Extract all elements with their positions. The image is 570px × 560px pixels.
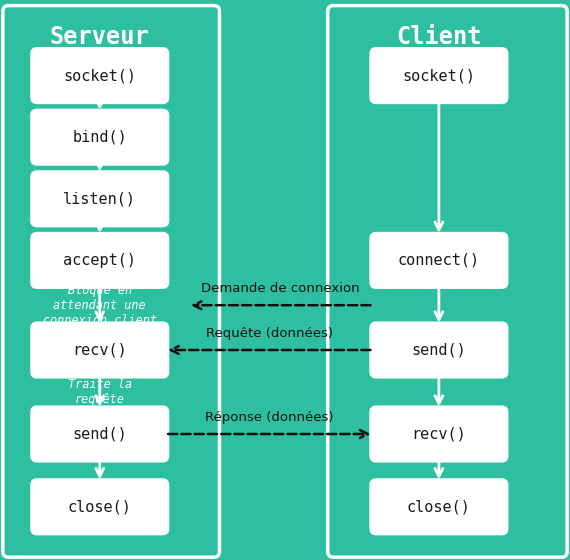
Text: listen(): listen(): [63, 192, 136, 206]
Text: Demande de connexion: Demande de connexion: [201, 282, 360, 295]
FancyBboxPatch shape: [30, 405, 169, 463]
FancyBboxPatch shape: [369, 405, 508, 463]
FancyBboxPatch shape: [369, 478, 508, 535]
Text: send(): send(): [72, 427, 127, 441]
FancyBboxPatch shape: [369, 321, 508, 379]
Text: connect(): connect(): [398, 253, 480, 268]
Text: Bloque en
attendant une
connexion client: Bloque en attendant une connexion client: [43, 284, 157, 326]
Text: Réponse (données): Réponse (données): [205, 411, 333, 424]
FancyBboxPatch shape: [369, 232, 508, 289]
Text: Requête (données): Requête (données): [206, 327, 333, 340]
Text: accept(): accept(): [63, 253, 136, 268]
FancyBboxPatch shape: [30, 170, 169, 227]
Text: send(): send(): [412, 343, 466, 357]
Text: close(): close(): [68, 500, 132, 514]
FancyBboxPatch shape: [3, 6, 219, 557]
FancyBboxPatch shape: [369, 47, 508, 104]
Text: Client: Client: [396, 25, 482, 49]
Text: bind(): bind(): [72, 130, 127, 144]
FancyBboxPatch shape: [328, 6, 567, 557]
FancyBboxPatch shape: [30, 47, 169, 104]
FancyBboxPatch shape: [30, 478, 169, 535]
Text: Traite la
requête: Traite la requête: [68, 378, 132, 406]
FancyBboxPatch shape: [30, 321, 169, 379]
FancyBboxPatch shape: [30, 232, 169, 289]
Text: recv(): recv(): [72, 343, 127, 357]
Text: Serveur: Serveur: [50, 25, 149, 49]
FancyBboxPatch shape: [30, 109, 169, 166]
Text: socket(): socket(): [63, 68, 136, 83]
Text: recv(): recv(): [412, 427, 466, 441]
Text: close(): close(): [407, 500, 471, 514]
Text: socket(): socket(): [402, 68, 475, 83]
